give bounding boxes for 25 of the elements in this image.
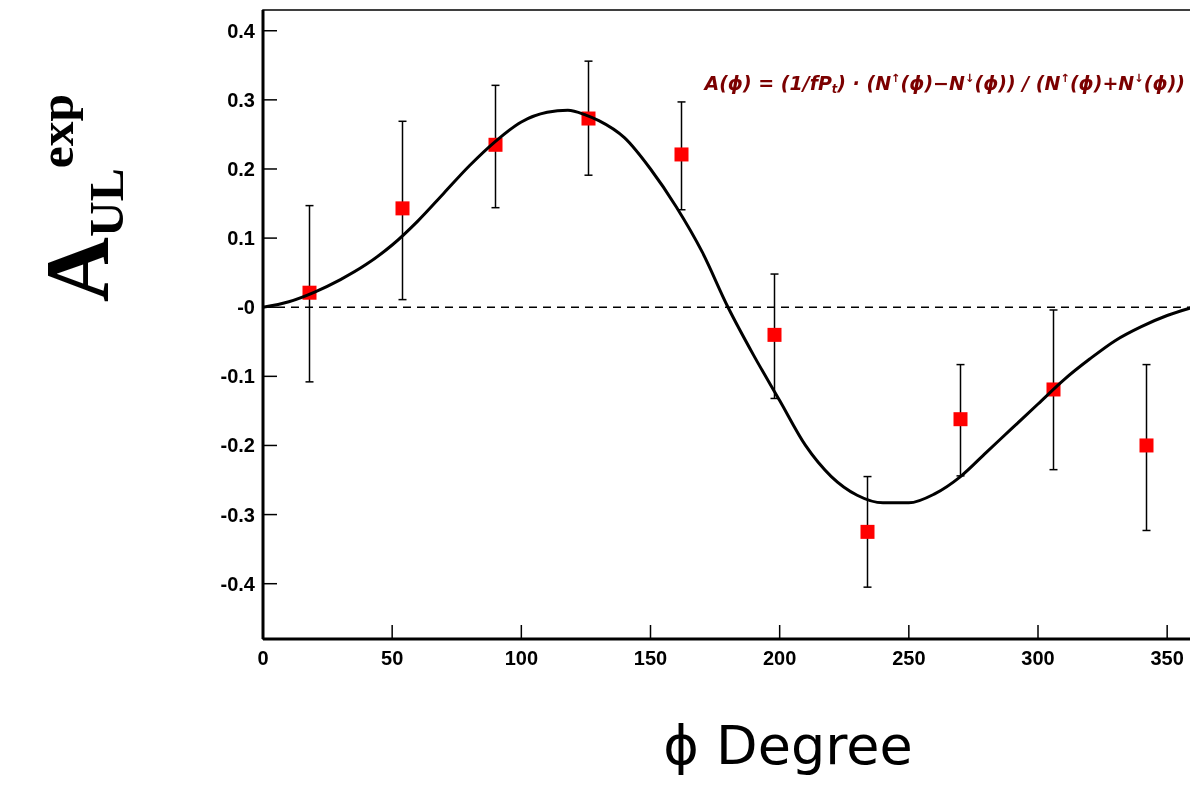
x-tick-label: 0 xyxy=(257,647,269,669)
x-tick-label: 100 xyxy=(504,647,539,669)
y-tick-label: 0.3 xyxy=(227,88,255,111)
point xyxy=(860,524,875,539)
text: A(ϕ) = (1/fP$_{t}$) · (N$^{↑}$(ϕ)−N$^{↓}$(ϕ)) / (N$^{↑}$(ϕ)+N$^{↓}$(ϕ)) xyxy=(704,71,1185,97)
point xyxy=(1139,438,1154,453)
point xyxy=(953,412,968,427)
y-tick-label: -0.2 xyxy=(220,434,255,457)
point xyxy=(395,201,410,216)
x-tick-label: 200 xyxy=(762,647,797,669)
x-tick-label: 250 xyxy=(892,647,926,669)
y-tick-label: -0.1 xyxy=(220,365,255,388)
y-tick-label: 0.1 xyxy=(227,227,255,250)
x-tick-label: 50 xyxy=(381,647,404,669)
y-tick-label: 0.4 xyxy=(227,19,256,42)
x-tick-label: 300 xyxy=(1021,647,1055,669)
x-tick-label: 150 xyxy=(633,647,668,669)
y-tick-label: -0.3 xyxy=(220,503,255,526)
x-axis-title: ϕ Degree xyxy=(663,714,913,777)
y-tick-label: -0.4 xyxy=(220,572,256,595)
y-tick-label: -0 xyxy=(237,296,255,319)
x-tick-label: 350 xyxy=(1150,647,1184,669)
point xyxy=(674,147,689,162)
point xyxy=(767,327,782,342)
y-tick-label: 0.2 xyxy=(227,157,255,180)
